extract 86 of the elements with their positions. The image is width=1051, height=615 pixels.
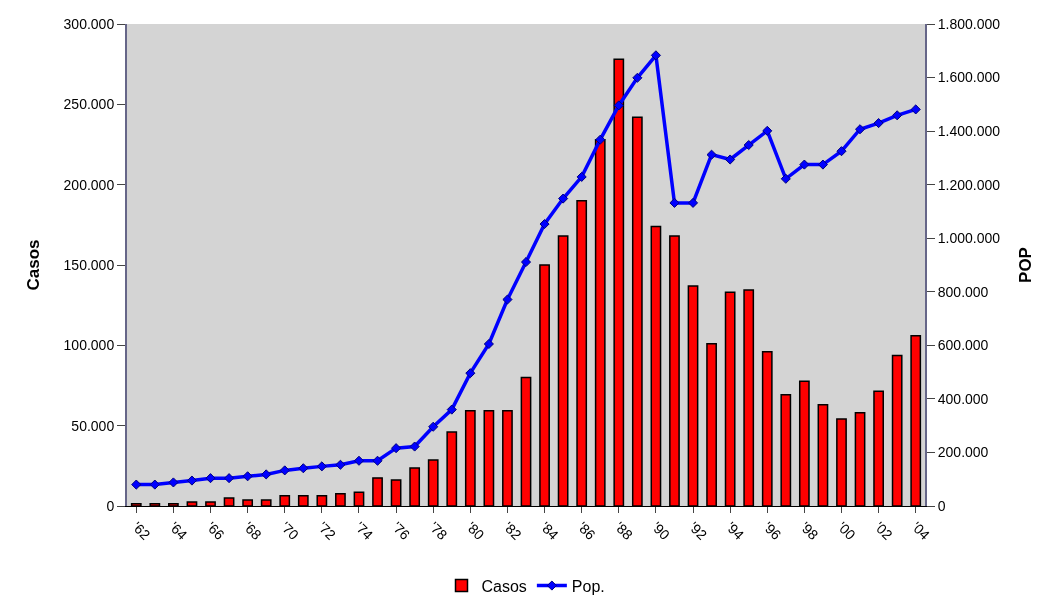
y2-tick-label: 200.000 [937,444,989,461]
y-tick-label: 250.000 [63,96,115,113]
point [353,455,365,466]
y2-tick-label: 1.600.000 [937,69,1001,86]
point [780,173,791,184]
point [465,368,476,379]
point [316,461,327,472]
point [762,125,773,136]
point [687,197,699,208]
x-tick-label: '94 [723,518,748,543]
point [576,171,587,182]
y-tick-label: 200.000 [63,176,115,193]
point [279,465,290,476]
y2-axis-title: POP [1016,247,1036,283]
point [613,100,624,111]
point [186,475,197,486]
point [446,404,457,415]
x-tick-label: '84 [537,518,562,543]
y2-tick-label: 0 [937,497,946,514]
point [409,441,420,452]
y2-tick-label: 600.000 [937,337,989,354]
x-tick-label: '80 [463,518,488,543]
x-tick-label: '04 [908,518,934,543]
point [817,159,828,170]
x-tick-label: '88 [611,518,637,543]
point [298,463,309,474]
point [725,154,736,165]
y2-tick-label: 1.000.000 [937,230,1001,247]
x-tick-label: '96 [760,518,785,543]
point [595,134,606,145]
point [873,118,884,129]
x-tick-label: '00 [834,518,859,543]
point [224,473,235,484]
legend-label: Casos [481,577,527,595]
point [428,421,439,432]
point [650,50,661,61]
point [669,197,680,208]
point [483,338,494,350]
x-tick-label: '64 [166,518,191,543]
point [743,139,754,151]
y2-tick-label: 400.000 [937,390,989,407]
x-tick-label: '62 [129,518,154,543]
x-tick-label: '92 [685,518,711,543]
point [149,479,160,490]
x-tick-label: '70 [277,518,303,543]
point [910,104,921,115]
point [892,110,903,121]
point [131,479,142,490]
y2-tick-label: 1.400.000 [937,123,1001,140]
x-tick-label: '74 [351,518,377,543]
y2-tick-label: 1.200.000 [937,176,1001,193]
point [706,149,717,160]
x-tick-label: '66 [203,518,228,543]
point [372,455,383,466]
y-tick-label: 50.000 [71,417,115,434]
point [836,146,847,157]
x-tick-label: '86 [574,518,599,543]
point [242,471,253,482]
point [539,218,550,230]
y-tick-label: 150.000 [63,256,115,273]
x-tick-label: '90 [648,518,674,543]
x-tick-label: '98 [797,518,822,543]
x-tick-label: '02 [871,518,896,543]
point [391,443,402,454]
point [632,72,643,83]
point [799,159,810,170]
x-tick-label: '76 [389,518,414,543]
y-tick-label: 300.000 [63,15,115,32]
x-tick-label: '72 [314,518,340,543]
y2-tick-label: 1.800.000 [937,15,1001,32]
x-tick-label: '82 [500,518,525,543]
point [261,469,272,480]
point [335,459,346,470]
x-tick-label: '68 [240,518,265,543]
point [168,477,179,488]
point [205,473,216,484]
y-tick-label: 0 [106,497,115,514]
y2-tick-label: 800.000 [937,283,989,300]
x-tick-label: '78 [426,518,451,543]
point [520,257,532,268]
y-axis-title: Casos [23,239,43,291]
point [558,193,569,204]
point [502,294,513,305]
y-tick-label: 100.000 [63,337,115,354]
point [855,124,866,135]
legend-label: Pop. [571,577,605,595]
